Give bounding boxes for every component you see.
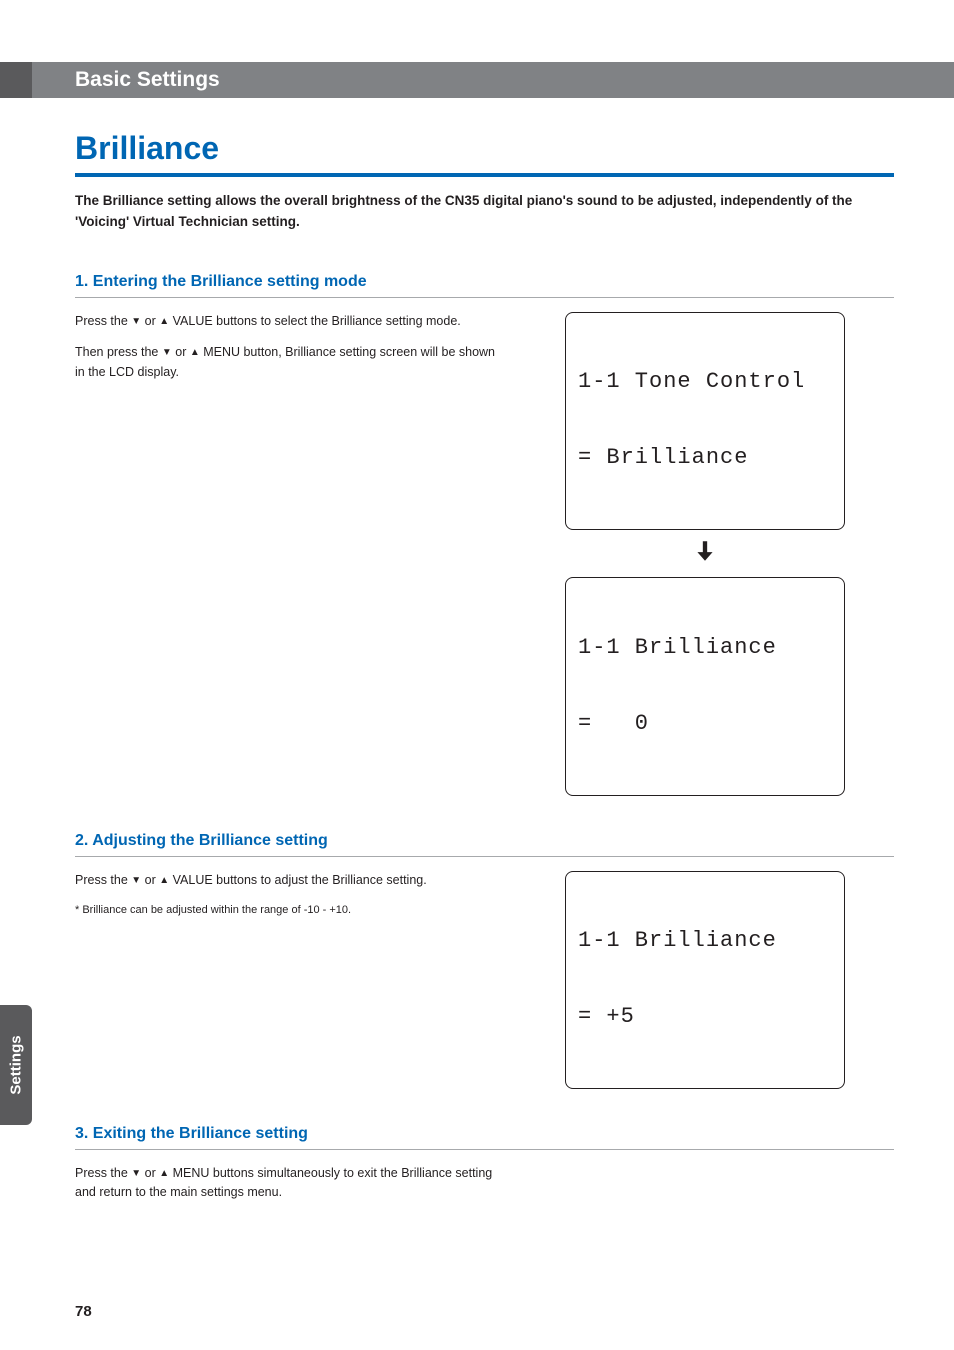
step1-lcd-stack: 1-1 Tone Control = Brilliance 1-1 Brilli… xyxy=(555,312,855,796)
step2-para1: Press the ▼ or ▲ VALUE buttons to adjust… xyxy=(75,871,495,890)
lcd-display: 1-1 Brilliance = +5 xyxy=(565,871,845,1089)
text-frag: or xyxy=(172,345,190,359)
down-triangle-icon: ▼ xyxy=(162,347,172,358)
step2-text: Press the ▼ or ▲ VALUE buttons to adjust… xyxy=(75,871,495,1089)
text-frag: or xyxy=(141,314,159,328)
step1-rule xyxy=(75,297,894,298)
lcd-line: 1-1 Brilliance xyxy=(578,928,832,953)
arrow-down-icon xyxy=(692,538,718,569)
text-frag: Press the xyxy=(75,1166,131,1180)
text-frag: VALUE buttons to select the Brilliance s… xyxy=(169,314,461,328)
section-bar-title: Basic Settings xyxy=(75,68,220,92)
step2-heading: 2. Adjusting the Brilliance setting xyxy=(75,832,894,850)
step2-lcd-stack: 1-1 Brilliance = +5 xyxy=(555,871,855,1089)
lcd-line: = Brilliance xyxy=(578,445,832,470)
lcd-line: = 0 xyxy=(578,711,832,736)
text-frag: Press the xyxy=(75,314,131,328)
up-triangle-icon: ▲ xyxy=(159,875,169,886)
section-bar-accent xyxy=(0,62,32,98)
step3-body: Press the ▼ or ▲ MENU buttons simultaneo… xyxy=(75,1164,894,1215)
step1-body: Press the ▼ or ▲ VALUE buttons to select… xyxy=(75,312,894,796)
text-frag: or xyxy=(141,873,159,887)
lcd-line: 1-1 Brilliance xyxy=(578,635,832,660)
content-area: Brilliance The Brilliance setting allows… xyxy=(75,130,894,1251)
up-triangle-icon: ▲ xyxy=(159,316,169,327)
step1-para2: Then press the ▼ or ▲ MENU button, Brill… xyxy=(75,343,495,382)
up-triangle-icon: ▲ xyxy=(190,347,200,358)
side-tab-label: Settings xyxy=(8,1035,25,1094)
text-frag: or xyxy=(141,1166,159,1180)
step2-body: Press the ▼ or ▲ VALUE buttons to adjust… xyxy=(75,871,894,1089)
step3-rule xyxy=(75,1149,894,1150)
lcd-line: = +5 xyxy=(578,1004,832,1029)
step2-rule xyxy=(75,856,894,857)
step3-para1: Press the ▼ or ▲ MENU buttons simultaneo… xyxy=(75,1164,495,1203)
text-frag: Press the xyxy=(75,873,131,887)
up-triangle-icon: ▲ xyxy=(159,1168,169,1179)
lcd-line: 1-1 Tone Control xyxy=(578,369,832,394)
title-rule xyxy=(75,173,894,177)
step1-text: Press the ▼ or ▲ VALUE buttons to select… xyxy=(75,312,495,796)
page-title: Brilliance xyxy=(75,130,894,167)
text-frag: Then press the xyxy=(75,345,162,359)
lcd-display: 1-1 Tone Control = Brilliance xyxy=(565,312,845,530)
step2-footnote: * Brilliance can be adjusted within the … xyxy=(75,902,495,919)
step3-text: Press the ▼ or ▲ MENU buttons simultaneo… xyxy=(75,1164,495,1215)
down-triangle-icon: ▼ xyxy=(131,875,141,886)
down-triangle-icon: ▼ xyxy=(131,1168,141,1179)
down-triangle-icon: ▼ xyxy=(131,316,141,327)
text-frag: VALUE buttons to adjust the Brilliance s… xyxy=(169,873,427,887)
step1-para1: Press the ▼ or ▲ VALUE buttons to select… xyxy=(75,312,495,331)
step1-heading: 1. Entering the Brilliance setting mode xyxy=(75,273,894,291)
intro-text: The Brilliance setting allows the overal… xyxy=(75,191,894,233)
page-number: 78 xyxy=(75,1303,92,1320)
section-bar: Basic Settings xyxy=(0,62,954,98)
side-tab: Settings xyxy=(0,1005,32,1125)
step3-heading: 3. Exiting the Brilliance setting xyxy=(75,1125,894,1143)
lcd-display: 1-1 Brilliance = 0 xyxy=(565,577,845,795)
